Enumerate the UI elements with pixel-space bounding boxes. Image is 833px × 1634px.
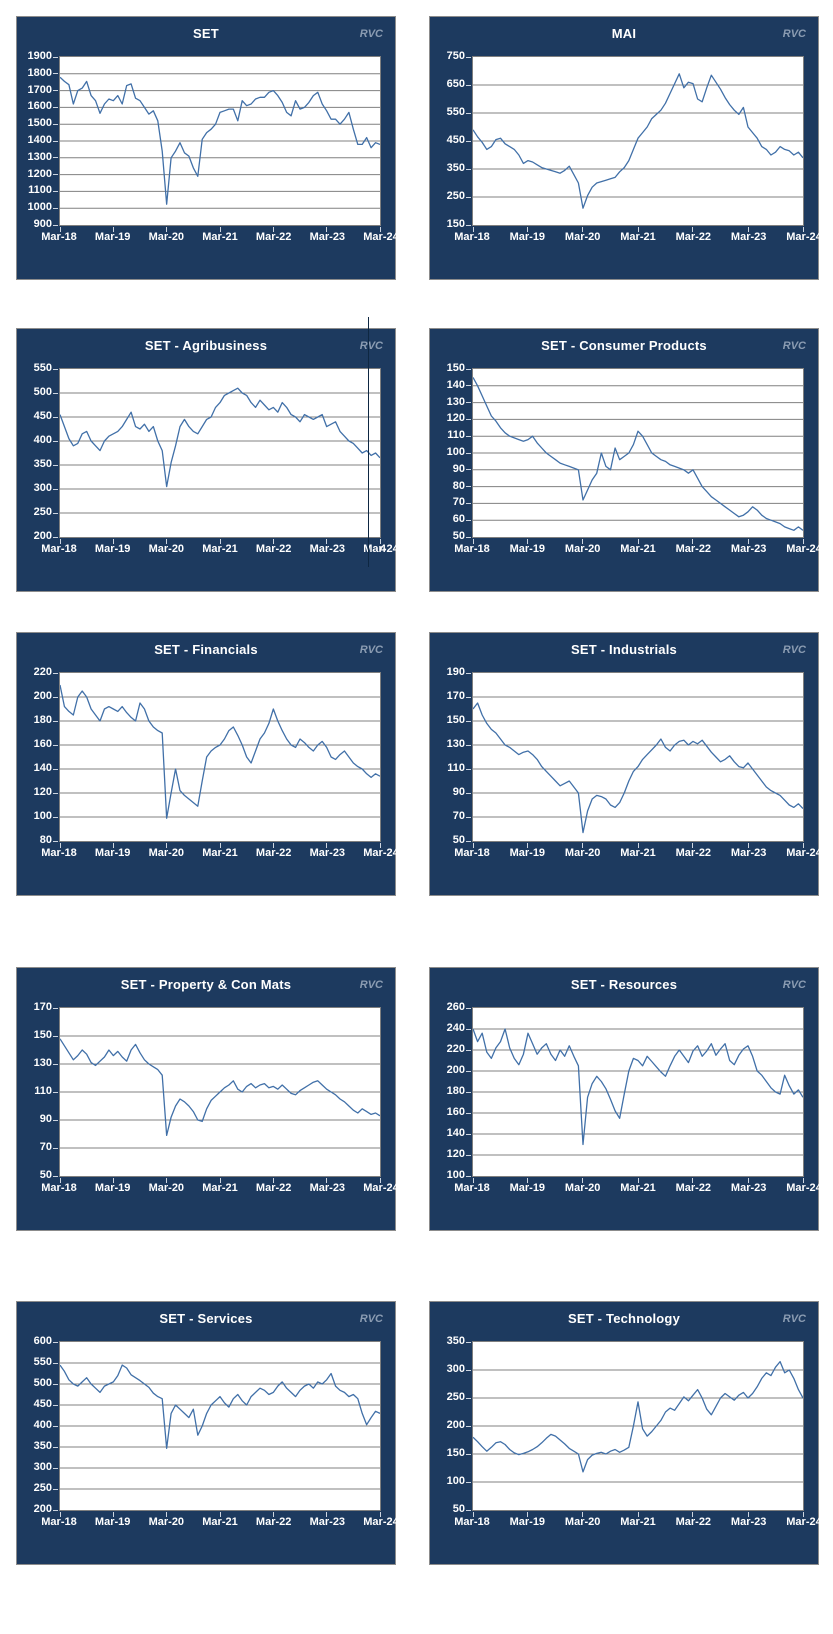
- chart-header: MAI RVC: [430, 26, 818, 50]
- x-axis: Mar-18 Mar-19 Mar-20 Mar-21 Mar-22 Mar-23 Mar-…: [41, 543, 399, 555]
- rvc-logo: RVC: [782, 1313, 806, 1325]
- rvc-logo: RVC: [359, 28, 383, 40]
- y-axis: 100 120 140 160 180 200 220 240 260: [446, 1001, 465, 1181]
- chart-header: SET - Consumer Products RVC: [430, 338, 818, 362]
- chart-title: SET - Industrials: [571, 642, 677, 657]
- chart-row-1: SET RVC 900 1000 1100 1200 1300 1400 1500 1600 1…: [16, 16, 833, 280]
- chart-header: SET - Services RVC: [17, 1311, 395, 1335]
- chart-header: SET - Financials RVC: [17, 642, 395, 666]
- y-axis: 200 250 300 350 400 450 500 550 600: [33, 1335, 52, 1515]
- x-axis: Mar-18 Mar-19 Mar-20 Mar-21 Mar-22 Mar-23 Mar-…: [454, 847, 822, 859]
- rvc-logo: RVC: [359, 340, 383, 352]
- chart-title: SET - Technology: [567, 1311, 681, 1326]
- plot-area: [53, 1341, 381, 1517]
- rvc-logo: RVC: [359, 1313, 383, 1325]
- y-axis: 50 100 150 200 250 300 350: [446, 1335, 465, 1515]
- chart-header: SET RVC: [17, 26, 395, 50]
- x-axis: Mar-18 Mar-19 Mar-20 Mar-21 Mar-22 Mar-23 Mar-…: [41, 1182, 399, 1194]
- rvc-logo: RVC: [782, 644, 806, 656]
- stray-text: 4: [379, 543, 386, 555]
- plot-area: [466, 1007, 804, 1183]
- chart-header: SET - Industrials RVC: [430, 642, 818, 666]
- rvc-logo: RVC: [359, 979, 383, 991]
- chart-title: SET - Consumer Products: [541, 338, 707, 353]
- plot-area: [466, 368, 804, 544]
- plot-area: [53, 368, 381, 544]
- chart-title: SET - Resources: [570, 977, 678, 992]
- chart-title: SET - Property & Con Mats: [120, 977, 292, 992]
- chart-title: MAI: [611, 26, 637, 41]
- x-axis: Mar-18 Mar-19 Mar-20 Mar-21 Mar-22 Mar-23 Mar-…: [454, 231, 822, 243]
- stray-vertical-line: [368, 317, 369, 567]
- chart-row-2: SET - Agribusiness RVC 200 250 300 350 400 45…: [16, 317, 833, 592]
- plot-area: [466, 56, 804, 232]
- plot-area: [466, 672, 804, 848]
- x-axis: Mar-18 Mar-19 Mar-20 Mar-21 Mar-22 Mar-23 Mar-…: [454, 1516, 822, 1528]
- y-axis: 50 70 90 110 130 150 170: [33, 1001, 52, 1181]
- chart-row-4: SET - Property & Con Mats RVC 50 70 90 110 1…: [16, 967, 833, 1231]
- y-axis: 150 250 350 450 550 650 750: [446, 50, 465, 230]
- rvc-logo: RVC: [359, 644, 383, 656]
- chart-card-set-resources: SET - Resources RVC 100 120 140 160 180 200 22…: [429, 967, 822, 1231]
- y-axis: 900 1000 1100 1200 1300 1400 1500 1600 1700 1800 1…: [27, 50, 52, 230]
- chart-row-3: SET - Financials RVC 80 100 120 140 160 180 20…: [16, 632, 833, 896]
- chart-title: SET: [193, 26, 219, 41]
- x-axis: Mar-18 Mar-19 Mar-20 Mar-21 Mar-22 Mar-23 Mar-…: [41, 847, 399, 859]
- chart-title: SET - Services: [159, 1311, 253, 1326]
- y-axis: 50 60 70 80 90 100 110 120 130 140 150: [446, 362, 465, 542]
- chart-row-5: SET - Services RVC 200 250 300 350 400 450 500…: [16, 1301, 833, 1565]
- chart-card-set-services: SET - Services RVC 200 250 300 350 400 450 500…: [16, 1301, 399, 1565]
- chart-card-set-property-con-mats: SET - Property & Con Mats RVC 50 70 90 110 1…: [16, 967, 399, 1231]
- chart-card-set-industrials: SET - Industrials RVC 50 70 90 110 130 150 170…: [429, 632, 822, 896]
- plot-area: [53, 672, 381, 848]
- chart-header: SET - Resources RVC: [430, 977, 818, 1001]
- plot-area: [466, 1341, 804, 1517]
- y-axis: 50 70 90 110 130 150 170 190: [446, 666, 465, 846]
- chart-title: SET - Financials: [154, 642, 258, 657]
- chart-card-set: SET RVC 900 1000 1100 1200 1300 1400 1500 1600 1…: [16, 16, 399, 280]
- x-axis: Mar-18 Mar-19 Mar-20 Mar-21 Mar-22 Mar-23 Mar-…: [454, 543, 822, 555]
- rvc-logo: RVC: [782, 340, 806, 352]
- y-axis: 200 250 300 350 400 450 500 550: [33, 362, 52, 542]
- rvc-logo: RVC: [782, 28, 806, 40]
- x-axis: Mar-18 Mar-19 Mar-20 Mar-21 Mar-22 Mar-23 Mar-…: [41, 231, 399, 243]
- chart-card-set-agribusiness: SET - Agribusiness RVC 200 250 300 350 400 45…: [16, 317, 399, 592]
- chart-header: SET - Technology RVC: [430, 1311, 818, 1335]
- chart-title: SET - Agribusiness: [144, 338, 268, 353]
- chart-card-mai: MAI RVC 150 250 350 450 550 650 750 Mar-18 Mar-…: [429, 16, 822, 280]
- y-axis: 80 100 120 140 160 180 200 220: [33, 666, 52, 846]
- chart-header: SET - Agribusiness RVC: [17, 338, 395, 362]
- chart-header: SET - Property & Con Mats RVC: [17, 977, 395, 1001]
- chart-card-set-financials: SET - Financials RVC 80 100 120 140 160 180 20…: [16, 632, 399, 896]
- plot-area: [53, 56, 381, 232]
- rvc-logo: RVC: [782, 979, 806, 991]
- chart-card-set-consumer-products: SET - Consumer Products RVC 50 60 70 80 90 10…: [429, 328, 822, 592]
- x-axis: Mar-18 Mar-19 Mar-20 Mar-21 Mar-22 Mar-23 Mar-…: [454, 1182, 822, 1194]
- plot-area: [53, 1007, 381, 1183]
- chart-card-set-technology: SET - Technology RVC 50 100 150 200 250 300 35…: [429, 1301, 822, 1565]
- x-axis: Mar-18 Mar-19 Mar-20 Mar-21 Mar-22 Mar-23 Mar-…: [41, 1516, 399, 1528]
